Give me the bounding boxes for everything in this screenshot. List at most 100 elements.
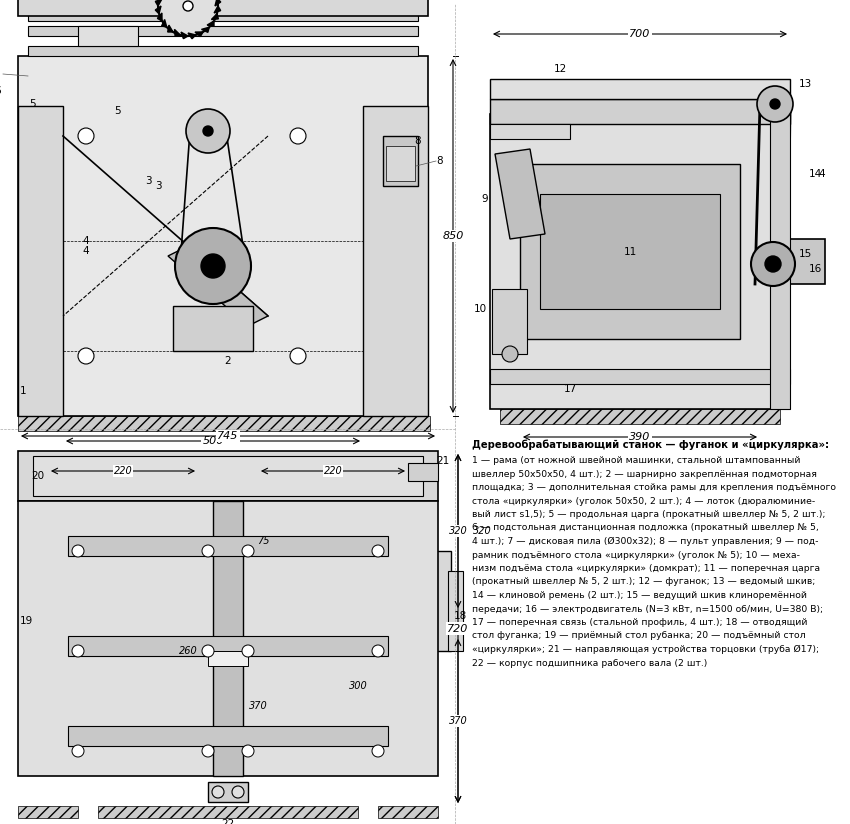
- Bar: [68, 536, 388, 556]
- Bar: [18, 451, 438, 501]
- Text: 2: 2: [224, 356, 231, 366]
- Text: Деревообрабатывающий станок — фуганок и «циркулярка»:: Деревообрабатывающий станок — фуганок и …: [472, 439, 829, 450]
- Bar: [208, 651, 248, 666]
- Text: 22: 22: [221, 819, 235, 824]
- Bar: [98, 806, 358, 818]
- Bar: [18, 416, 430, 431]
- Text: 1: 1: [20, 386, 26, 396]
- Bar: [78, 26, 138, 46]
- Text: 4: 4: [819, 169, 825, 179]
- Text: 320: 320: [473, 526, 492, 536]
- Polygon shape: [168, 246, 268, 326]
- Text: 3: 3: [144, 176, 151, 186]
- Text: 745: 745: [218, 431, 239, 441]
- Text: рамник подъёмного стола «циркулярки» (уголок № 5); 10 — меха-: рамник подъёмного стола «циркулярки» (уг…: [472, 550, 800, 559]
- Text: 12: 12: [553, 64, 567, 74]
- Circle shape: [203, 126, 213, 136]
- Bar: [540, 194, 720, 309]
- Text: 15: 15: [798, 249, 812, 259]
- Text: 14: 14: [808, 169, 822, 179]
- Text: передачи; 16 — электродвигатель (N=3 кВт, n=1500 об/мин, U=380 В);: передачи; 16 — электродвигатель (N=3 кВт…: [472, 605, 823, 614]
- Polygon shape: [201, 27, 209, 32]
- Text: 700: 700: [629, 29, 651, 39]
- Polygon shape: [157, 13, 162, 21]
- Circle shape: [78, 348, 94, 364]
- Text: 3: 3: [155, 181, 162, 191]
- Bar: [173, 306, 253, 351]
- Bar: [18, 106, 63, 416]
- Text: 18: 18: [453, 611, 467, 621]
- Text: низм подъёма стола «циркулярки» (домкрат); 11 — поперечная царга: низм подъёма стола «циркулярки» (домкрат…: [472, 564, 820, 573]
- Text: 6: 6: [0, 86, 2, 96]
- Polygon shape: [195, 32, 203, 36]
- Circle shape: [757, 86, 793, 122]
- Bar: [383, 136, 418, 186]
- Circle shape: [72, 745, 84, 757]
- Text: 5: 5: [30, 99, 37, 109]
- Circle shape: [186, 109, 230, 153]
- Text: 21: 21: [436, 456, 450, 466]
- Polygon shape: [167, 25, 173, 32]
- Text: 220: 220: [114, 466, 133, 476]
- Text: 370: 370: [248, 701, 268, 711]
- Text: 300: 300: [348, 681, 367, 691]
- Bar: [490, 79, 790, 99]
- Bar: [408, 463, 438, 481]
- Bar: [490, 99, 790, 124]
- Text: 8: 8: [437, 156, 444, 166]
- Bar: [363, 106, 428, 416]
- Bar: [378, 806, 438, 818]
- Bar: [213, 501, 243, 776]
- Polygon shape: [162, 20, 167, 27]
- Polygon shape: [495, 149, 545, 239]
- Circle shape: [372, 545, 384, 557]
- Text: 1 — рама (от ножной швейной машинки, стальной штампованный: 1 — рама (от ножной швейной машинки, ста…: [472, 456, 801, 465]
- Bar: [28, 26, 418, 36]
- Circle shape: [242, 745, 254, 757]
- Text: 19: 19: [20, 616, 32, 626]
- Circle shape: [201, 254, 225, 278]
- Text: вый лист s1,5); 5 — продольная царга (прокатный швеллер № 5, 2 шт.);: вый лист s1,5); 5 — продольная царга (пр…: [472, 510, 825, 519]
- Text: 220: 220: [324, 466, 343, 476]
- Circle shape: [372, 745, 384, 757]
- Text: 5: 5: [115, 106, 122, 116]
- Text: 11: 11: [623, 247, 637, 257]
- Circle shape: [72, 645, 84, 657]
- Bar: [28, 11, 418, 21]
- Text: 500: 500: [202, 436, 224, 446]
- Text: 850: 850: [442, 231, 464, 241]
- Bar: [492, 289, 527, 354]
- Circle shape: [765, 256, 781, 272]
- Polygon shape: [188, 33, 196, 39]
- Circle shape: [183, 1, 193, 11]
- Circle shape: [290, 128, 306, 144]
- Bar: [18, 806, 78, 818]
- Text: 17: 17: [564, 384, 576, 394]
- Text: 75: 75: [257, 536, 269, 546]
- Circle shape: [72, 545, 84, 557]
- Text: 13: 13: [798, 79, 812, 89]
- Text: 4: 4: [82, 236, 89, 246]
- Bar: [28, 46, 418, 56]
- Text: 16: 16: [808, 264, 822, 274]
- Circle shape: [751, 242, 795, 286]
- Bar: [500, 409, 780, 424]
- Text: швеллер 50х50х50, 4 шт.); 2 — шарнирно закреплённая подмоторная: швеллер 50х50х50, 4 шт.); 2 — шарнирно з…: [472, 470, 817, 479]
- Circle shape: [770, 99, 780, 109]
- Bar: [770, 114, 790, 409]
- Circle shape: [175, 228, 251, 304]
- Bar: [68, 726, 388, 746]
- Circle shape: [372, 645, 384, 657]
- Bar: [18, 56, 428, 416]
- Bar: [448, 571, 463, 651]
- Bar: [68, 636, 388, 656]
- Circle shape: [502, 346, 518, 362]
- Polygon shape: [156, 0, 162, 6]
- Text: площадка; 3 — дополнительная стойка рамы для крепления подъёмного: площадка; 3 — дополнительная стойка рамы…: [472, 483, 836, 492]
- Polygon shape: [215, 0, 221, 6]
- Bar: [18, 501, 438, 776]
- Circle shape: [242, 645, 254, 657]
- Text: 4: 4: [82, 246, 89, 256]
- Text: «циркулярки»; 21 — направляющая устройства торцовки (труба Ø17);: «циркулярки»; 21 — направляющая устройст…: [472, 645, 819, 654]
- Circle shape: [158, 0, 218, 36]
